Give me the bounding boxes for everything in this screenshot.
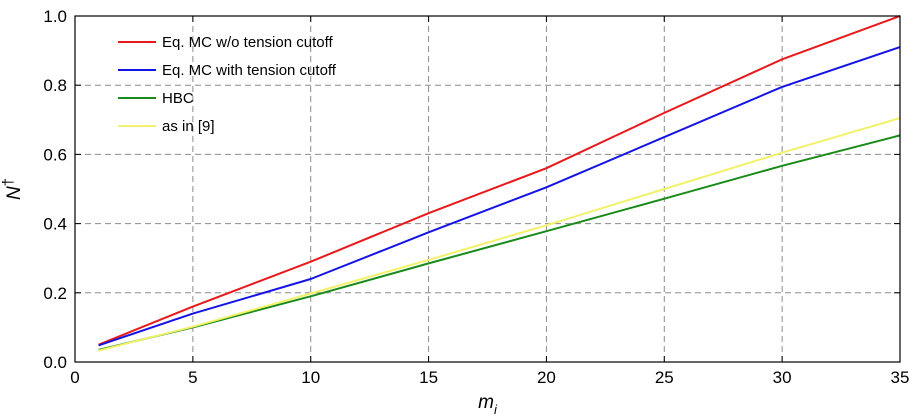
y-tick-label: 0.0 — [43, 353, 67, 372]
series-layer — [98, 15, 901, 352]
x-tick-label: 30 — [773, 368, 792, 387]
x-tick-label: 20 — [537, 368, 556, 387]
grid — [75, 16, 900, 362]
y-axis-title-main: N — [4, 186, 25, 200]
x-axis-title-subscript: i — [494, 402, 498, 417]
y-tick-label: 1.0 — [43, 7, 67, 26]
x-tick-label: 0 — [70, 368, 79, 387]
x-tick-label: 25 — [655, 368, 674, 387]
series-line-3 — [98, 134, 901, 351]
x-tick-label: 15 — [419, 368, 438, 387]
y-tick-label: 0.4 — [43, 215, 67, 234]
y-tick-label: 0.2 — [43, 284, 67, 303]
x-tick-label: 5 — [188, 368, 197, 387]
plot-frame — [74, 15, 901, 363]
series-line-1 — [98, 15, 901, 346]
x-axis-title: mi — [478, 392, 498, 417]
y-axis-title-superscript: † — [0, 178, 17, 186]
legend: Eq. MC w/o tension cutoff Eq. MC with ten… — [118, 34, 337, 135]
legend-label: Eq. MC w/o tension cutoff — [162, 34, 333, 51]
legend-label: as in [9] — [162, 118, 215, 135]
x-axis-title-main: m — [478, 392, 494, 413]
y-axis-title: N† — [0, 178, 25, 200]
y-tick-label: 0.8 — [43, 76, 67, 95]
series-line-2 — [98, 46, 901, 347]
x-tick-label: 35 — [891, 368, 910, 387]
legend-label: HBC — [162, 90, 194, 107]
x-tick-label: 10 — [301, 368, 320, 387]
series-line-4 — [98, 117, 901, 352]
axis-ticks: 0 5 10 15 20 25 30 35 0.0 0.2 0.4 0.6 0.8 1.0 — [43, 7, 909, 387]
legend-label: Eq. MC with tension cutoff — [162, 62, 337, 79]
y-tick-label: 0.6 — [43, 145, 67, 164]
